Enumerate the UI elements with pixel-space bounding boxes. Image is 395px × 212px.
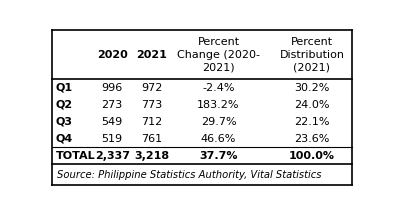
Text: -2.4%: -2.4% bbox=[202, 83, 235, 93]
Text: 996: 996 bbox=[102, 83, 123, 93]
Text: 2020: 2020 bbox=[97, 50, 128, 60]
Text: 22.1%: 22.1% bbox=[294, 117, 329, 127]
Text: 273: 273 bbox=[102, 100, 123, 110]
Text: 3,218: 3,218 bbox=[134, 151, 169, 161]
Text: Q1: Q1 bbox=[55, 83, 73, 93]
Text: 712: 712 bbox=[141, 117, 163, 127]
Text: 972: 972 bbox=[141, 83, 163, 93]
Text: 2021: 2021 bbox=[137, 50, 167, 60]
Text: 37.7%: 37.7% bbox=[199, 151, 238, 161]
Text: 24.0%: 24.0% bbox=[294, 100, 329, 110]
Text: 761: 761 bbox=[141, 134, 162, 144]
Text: 519: 519 bbox=[102, 134, 123, 144]
Text: 2,337: 2,337 bbox=[95, 151, 130, 161]
Text: Percent
Distribution
(2021): Percent Distribution (2021) bbox=[279, 38, 344, 72]
Text: Q3: Q3 bbox=[55, 117, 73, 127]
Text: 183.2%: 183.2% bbox=[197, 100, 240, 110]
Text: 30.2%: 30.2% bbox=[294, 83, 329, 93]
Text: Percent
Change (2020-
2021): Percent Change (2020- 2021) bbox=[177, 38, 260, 72]
Text: 29.7%: 29.7% bbox=[201, 117, 236, 127]
Text: 23.6%: 23.6% bbox=[294, 134, 329, 144]
Text: Source: Philippine Statistics Authority, Vital Statistics: Source: Philippine Statistics Authority,… bbox=[57, 170, 322, 180]
Text: 773: 773 bbox=[141, 100, 163, 110]
Text: 100.0%: 100.0% bbox=[289, 151, 335, 161]
Text: 549: 549 bbox=[102, 117, 123, 127]
Text: Q2: Q2 bbox=[55, 100, 73, 110]
Text: 46.6%: 46.6% bbox=[201, 134, 236, 144]
Text: Q4: Q4 bbox=[55, 134, 73, 144]
Text: TOTAL: TOTAL bbox=[55, 151, 95, 161]
